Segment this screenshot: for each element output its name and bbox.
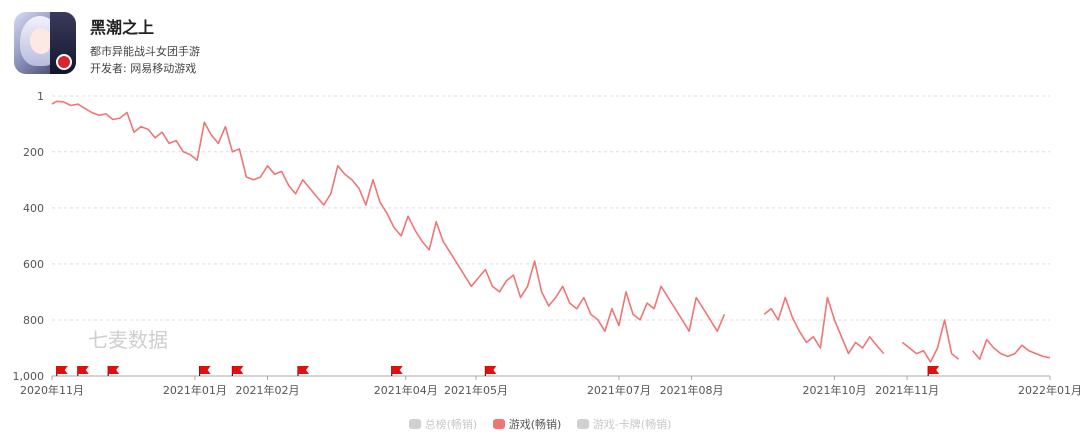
- event-flag-icon[interactable]: [107, 366, 120, 376]
- legend-item-games[interactable]: 游戏(畅销): [492, 416, 562, 432]
- event-flag-icon[interactable]: [231, 366, 244, 376]
- legend-label: 游戏(畅销): [508, 418, 562, 431]
- series-line-segment: [51, 100, 726, 333]
- legend: 总榜(畅销) 游戏(畅销) 游戏-卡牌(畅销): [0, 416, 1080, 432]
- x-tick-label: 2021年10月: [802, 383, 866, 397]
- flag-cloth: [485, 366, 497, 374]
- app-developer: 开发者: 网易移动游戏: [90, 62, 197, 75]
- watermark: 七麦数据: [88, 328, 168, 352]
- legend-item-overall[interactable]: 总榜(畅销): [408, 416, 478, 432]
- x-tick-label: 2021年08月: [660, 383, 724, 397]
- flag-cloth: [391, 366, 403, 374]
- app-icon-face: [30, 28, 52, 54]
- x-tick-label: 2021年11月: [875, 383, 939, 397]
- event-flags[interactable]: [56, 366, 940, 376]
- series-line-segment: [972, 338, 1051, 361]
- x-tick-label: 2020年11月: [20, 383, 84, 397]
- series-line-segment: [763, 296, 885, 355]
- legend-label: 总榜(畅销): [424, 418, 478, 431]
- y-tick-label: 1,000: [13, 370, 45, 383]
- flag-cloth: [199, 366, 211, 374]
- x-tick-label: 2022年01月: [1018, 383, 1080, 397]
- y-tick-label: 200: [23, 146, 44, 159]
- x-tick-label: 2021年04月: [374, 383, 438, 397]
- y-tick-label: 800: [23, 314, 44, 327]
- event-flag-icon[interactable]: [77, 366, 89, 376]
- app-subtitle: 都市异能战斗女团手游: [90, 45, 200, 58]
- event-flag-icon[interactable]: [484, 366, 497, 376]
- legend-item-card-games[interactable]: 游戏-卡牌(畅销): [576, 416, 672, 432]
- x-axis-ticks: 2020年11月 2021年01月 2021年02月 2021年04月 2021年05月…: [20, 376, 1080, 397]
- event-flag-icon[interactable]: [297, 366, 309, 376]
- netease-badge-icon: [56, 54, 72, 70]
- y-tick-label: 1: [37, 90, 44, 103]
- flag-cloth: [298, 366, 309, 374]
- legend-swatch: [576, 419, 589, 429]
- y-tick-label: 400: [23, 202, 44, 215]
- flag-cloth: [56, 366, 68, 374]
- x-tick-label: 2021年02月: [236, 383, 300, 397]
- flag-cloth: [928, 366, 940, 374]
- flag-cloth: [108, 366, 120, 374]
- x-tick-label: 2021年01月: [163, 383, 227, 397]
- rank-chart[interactable]: 1 200 400 600 800 1,000 2020年11月 2021年01月 2021年…: [0, 0, 1080, 412]
- x-tick-label: 2021年05月: [444, 383, 508, 397]
- x-tick-label: 2021年07月: [587, 383, 651, 397]
- legend-swatch: [492, 419, 505, 429]
- legend-label: 游戏-卡牌(畅销): [592, 418, 672, 431]
- app-icon[interactable]: [14, 12, 76, 74]
- legend-swatch: [408, 419, 421, 429]
- y-tick-label: 600: [23, 258, 44, 271]
- event-flag-icon[interactable]: [199, 366, 211, 376]
- app-title[interactable]: 黑潮之上: [90, 18, 155, 37]
- series-lines: [51, 100, 1051, 363]
- event-flag-icon[interactable]: [56, 366, 68, 376]
- flag-cloth: [77, 366, 89, 374]
- flag-cloth: [232, 366, 244, 374]
- event-flag-icon[interactable]: [391, 366, 403, 376]
- series-line-segment: [901, 319, 960, 363]
- y-axis-ticks: 1 200 400 600 800 1,000: [13, 90, 45, 383]
- grid-lines: [52, 95, 1050, 377]
- event-flag-icon[interactable]: [927, 366, 940, 376]
